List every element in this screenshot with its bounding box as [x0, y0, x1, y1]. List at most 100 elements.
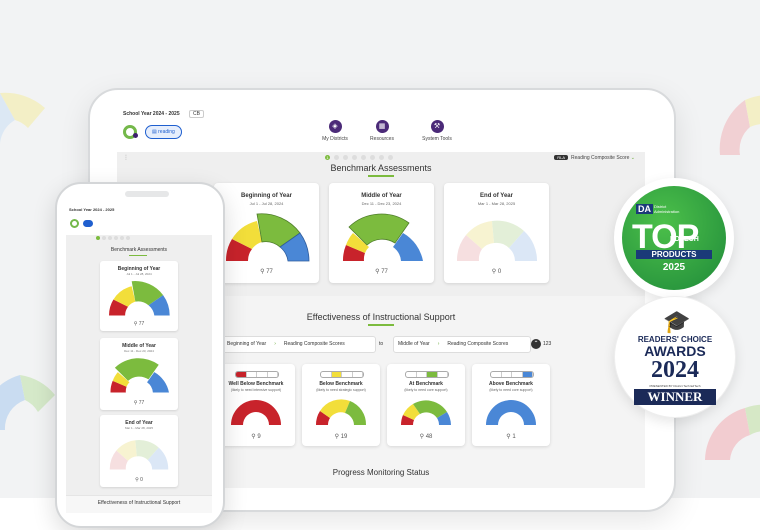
card-title: Beginning of Year — [117, 266, 161, 272]
step-indicator: 1 — [325, 155, 393, 160]
school-year-label: School Year 2024 - 2025 — [69, 207, 115, 212]
benchmark-card-eoy[interactable]: End of Year Mar 1 - Mar 28, 2025 ⚲ 0 — [444, 183, 549, 283]
student-count-value: 0 — [497, 269, 502, 275]
student-count-value: 9 — [257, 434, 261, 440]
card-desc: (likely to need core support) — [489, 388, 533, 392]
benchmark-card-boy[interactable]: Beginning of Year Jul 1 - Jul 28, 2024 ⚲… — [214, 183, 319, 283]
section-underline — [129, 255, 147, 256]
filter-to-label: to — [379, 341, 384, 347]
step-dot[interactable] — [126, 236, 130, 240]
phone-footer-title: Effectiveness of Instructional Support — [66, 495, 212, 513]
edtech-text: EDTECH — [670, 236, 699, 243]
step-dot-active[interactable]: 1 — [325, 155, 330, 160]
phone-card-moy[interactable]: Middle of Year Dec 11 - Dec 23, 2024 ⚲ 7… — [100, 338, 178, 410]
step-dot[interactable] — [114, 236, 118, 240]
measure-tag: RLA — [554, 155, 569, 160]
card-title: Middle of Year — [122, 343, 156, 349]
readers-choice-badge: 🎓 READERS' CHOICE AWARDS 2024 PRESENTED … — [614, 296, 736, 418]
background-gauge-left-bottom — [0, 375, 55, 430]
app-logo[interactable] — [70, 219, 79, 228]
effect-card-well-below[interactable]: Well Below Benchmark (likely to need int… — [217, 364, 295, 446]
da-text: District Administration — [654, 204, 680, 214]
filter-measure: Reading Composite Scores — [447, 341, 509, 347]
app-logo[interactable] — [123, 125, 138, 139]
step-dot-active[interactable] — [96, 236, 100, 240]
measure-select[interactable]: RLA Reading Composite Score ⌄ — [554, 155, 635, 161]
gauge-chart — [342, 213, 423, 261]
filter-from[interactable]: Beginning of Year › Reading Composite Scor… — [222, 336, 376, 353]
badge-circle — [622, 186, 726, 290]
filter-icon[interactable]: ⫶ — [125, 155, 127, 162]
student-count: ⚲ 1 — [472, 433, 550, 440]
level-bar — [405, 371, 449, 378]
student-count: ⚲ 9 — [217, 433, 295, 440]
student-count-value: 19 — [340, 434, 348, 440]
card-dates: Mar 1 - Mar 28, 2025 — [124, 426, 153, 430]
phone-top-bar: School Year 2024 - 2025 — [66, 203, 212, 235]
card-dates: Mar 1 - Mar 28, 2025 — [477, 201, 516, 206]
step-dot[interactable] — [370, 155, 375, 160]
sub-bar: ⫶ 1 RLA Reading Composite Score ⌄ — [117, 152, 645, 166]
student-count-value: 0 — [140, 477, 143, 483]
top-text: TOP — [632, 218, 699, 256]
nav-label: Resources — [370, 136, 394, 142]
student-count: ⚲ 0 — [444, 268, 549, 275]
phone-speaker — [125, 191, 169, 197]
step-dot[interactable] — [120, 236, 124, 240]
nav-system-tools[interactable]: ⚒ System Tools — [407, 120, 467, 142]
card-desc: (likely to need strategic support) — [316, 388, 366, 392]
card-dates: Jul 1 - Jul 28, 2024 — [126, 272, 152, 276]
chevron-right-icon: › — [437, 341, 440, 347]
step-dot[interactable] — [334, 155, 339, 160]
student-count: ⚲ 77 — [100, 321, 178, 327]
student-count: ⚲ 77 — [100, 400, 178, 406]
phone-card-boy[interactable]: Beginning of Year Jul 1 - Jul 28, 2024 ⚲… — [100, 261, 178, 331]
person-icon: ⚲ — [419, 434, 426, 440]
gauge-chart — [486, 400, 536, 425]
nav-label: System Tools — [422, 136, 452, 142]
reading-button[interactable]: ▤ reading — [145, 125, 182, 139]
card-dates: Jul 1 - Jul 28, 2024 — [249, 201, 284, 206]
step-dot[interactable] — [108, 236, 112, 240]
nav-resources[interactable]: ▦ Resources — [352, 120, 412, 142]
filter-to[interactable]: Middle of Year › Reading Composite Scores — [393, 336, 531, 353]
document-icon: ▦ — [375, 120, 389, 133]
year-text: 2024 — [651, 357, 699, 383]
graduation-cap-icon: 🎓 — [663, 309, 691, 334]
level-bar — [320, 371, 364, 378]
card-desc: (likely to need intensive support) — [230, 388, 282, 392]
step-dot[interactable] — [343, 155, 348, 160]
step-dot[interactable] — [102, 236, 106, 240]
step-dot[interactable] — [361, 155, 366, 160]
step-dot[interactable] — [388, 155, 393, 160]
person-icon: ⚲ — [260, 269, 267, 275]
person-icon: ⚲ — [491, 269, 498, 275]
phone-card-eoy[interactable]: End of Year Mar 1 - Mar 28, 2025 ⚲ 0 — [100, 415, 178, 487]
student-count: ⚲ 0 — [100, 477, 178, 483]
campus-select[interactable]: CB — [189, 110, 204, 118]
effect-card-at[interactable]: At Benchmark (likely to need core suppor… — [387, 364, 465, 446]
benchmark-card-moy[interactable]: Middle of Year Dec 11 - Dec 23, 2024 ⚲ 7… — [329, 183, 434, 283]
card-title: Above Benchmark — [489, 381, 533, 387]
student-count: ⚲ 77 — [329, 268, 434, 275]
gauge-chart — [110, 358, 169, 393]
gauge-chart-empty — [456, 220, 538, 261]
nav-my-districts[interactable]: ◈ My Districts — [305, 120, 365, 142]
section-underline — [368, 324, 394, 326]
effect-card-above[interactable]: Above Benchmark (likely to need core sup… — [472, 364, 550, 446]
effect-card-below[interactable]: Below Benchmark (likely to need strategi… — [302, 364, 380, 446]
person-icon: ⚲ — [251, 434, 258, 440]
benchmark-section-title: Benchmark Assessments — [110, 247, 168, 253]
step-dot[interactable] — [352, 155, 357, 160]
chevron-right-icon: › — [274, 341, 276, 347]
phone-screen: School Year 2024 - 2025 Benchmark Assess… — [66, 203, 212, 513]
background-gauge-right-bottom — [705, 404, 760, 460]
student-count-value: 48 — [425, 434, 433, 440]
school-year-label: School Year 2024 - 2025 — [123, 111, 180, 117]
chevron-up-icon[interactable]: ⌃ — [531, 339, 541, 349]
progress-section-title: Progress Monitoring Status — [332, 468, 430, 477]
step-dot[interactable] — [379, 155, 384, 160]
card-title: Well Below Benchmark — [228, 381, 284, 387]
reading-button[interactable] — [83, 220, 93, 227]
card-dates: Dec 11 - Dec 23, 2024 — [124, 349, 154, 353]
